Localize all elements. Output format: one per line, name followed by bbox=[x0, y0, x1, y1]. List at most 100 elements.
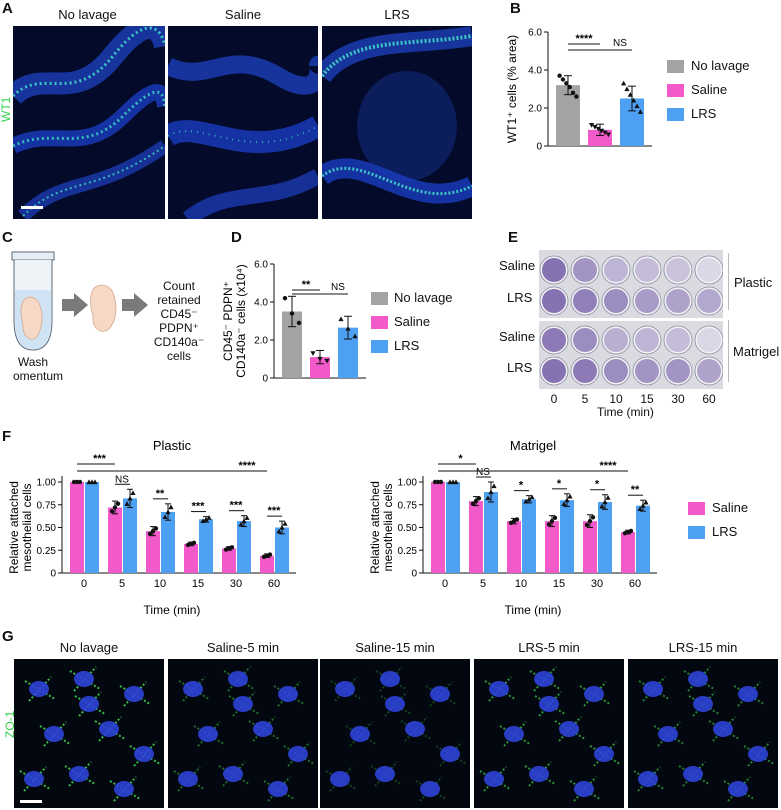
panel-letter-g: G bbox=[2, 628, 14, 645]
x-tick-label: 60 bbox=[629, 578, 641, 590]
legend-swatch-lrs-d bbox=[371, 340, 388, 353]
y-tick-label: 0 bbox=[262, 374, 268, 385]
plate-well-stain bbox=[542, 258, 566, 282]
data-point bbox=[244, 515, 250, 520]
bar-no-lavage bbox=[282, 311, 302, 378]
nucleus bbox=[484, 771, 504, 787]
plate-well bbox=[601, 255, 631, 285]
plate-well-stain bbox=[635, 328, 659, 352]
bar-lrs-10 bbox=[161, 512, 175, 573]
zo1-micrograph-canvas bbox=[320, 659, 470, 808]
count-label-line2: retained bbox=[157, 293, 201, 307]
data-point bbox=[557, 73, 562, 78]
plate-well bbox=[694, 356, 723, 386]
micrograph-no-lavage bbox=[13, 26, 165, 219]
bar-lrs-5 bbox=[123, 498, 137, 573]
data-point bbox=[631, 97, 637, 103]
nucleus bbox=[335, 681, 355, 697]
wash-label-line1: Wash bbox=[17, 355, 49, 369]
plate-time-xlabel: Time (min) bbox=[597, 405, 654, 419]
panel-letter-e: E bbox=[508, 229, 519, 246]
sig-label-1: **** bbox=[575, 33, 593, 45]
data-point bbox=[77, 479, 83, 485]
y-tick-label: 2.0 bbox=[528, 104, 542, 115]
nucleus bbox=[198, 726, 218, 742]
data-point bbox=[206, 515, 212, 520]
y-tick-label: 2.0 bbox=[254, 336, 268, 347]
plate-time-tick-label: 60 bbox=[702, 392, 716, 406]
nucleus bbox=[350, 726, 370, 742]
nucleus bbox=[79, 696, 99, 712]
plate-plastic-bg bbox=[539, 250, 723, 318]
pair-sig-label: * bbox=[595, 479, 600, 491]
data-point bbox=[599, 128, 605, 134]
legend-label-no-lavage-d: No lavage bbox=[394, 290, 453, 305]
nucleus bbox=[489, 681, 509, 697]
y-axis-label: CD45⁻ PDPN⁺ bbox=[222, 281, 235, 361]
top-sig-label-2: **** bbox=[238, 460, 256, 472]
nucleus bbox=[268, 781, 288, 797]
zo1-micrograph-no-lavage bbox=[14, 659, 164, 808]
y-tick-label: 0.75 bbox=[398, 500, 418, 511]
legend-label-saline-d: Saline bbox=[394, 314, 431, 329]
chart-title: Matrigel bbox=[510, 438, 556, 453]
data-point bbox=[599, 503, 605, 509]
y-tick-label: 0.50 bbox=[398, 523, 418, 534]
panel-letter-f: F bbox=[2, 428, 12, 445]
y-tick-label: 0 bbox=[50, 569, 56, 580]
data-point bbox=[602, 130, 608, 136]
data-point bbox=[529, 494, 535, 500]
bar-lrs-10 bbox=[522, 499, 536, 573]
wt1-stain-label: WT1 bbox=[0, 96, 13, 122]
panel-letter-b: B bbox=[510, 0, 521, 17]
count-label-line4: PDPN⁺ bbox=[159, 321, 199, 335]
bar-saline bbox=[588, 129, 612, 146]
nucleus bbox=[253, 721, 273, 737]
bar-saline-30 bbox=[583, 521, 597, 573]
plate-well-stain bbox=[666, 328, 690, 352]
nucleus bbox=[183, 681, 203, 697]
panel-letter-c: C bbox=[2, 229, 13, 246]
data-point bbox=[523, 498, 529, 504]
data-point bbox=[147, 531, 153, 537]
data-point bbox=[153, 526, 159, 531]
count-label-line5: CD140a⁻ bbox=[153, 335, 205, 349]
wash-omentum-label: Wash omentum bbox=[13, 355, 63, 383]
plate-well bbox=[663, 255, 693, 285]
nucleus bbox=[375, 766, 395, 782]
nucleus bbox=[29, 681, 49, 697]
data-point bbox=[124, 501, 130, 506]
image-title-saline: Saline bbox=[224, 7, 262, 22]
data-point bbox=[238, 521, 244, 527]
bar-saline bbox=[310, 357, 330, 378]
micrograph-saline bbox=[168, 26, 318, 219]
data-point bbox=[640, 503, 646, 508]
data-point bbox=[115, 501, 121, 506]
legend-swatch-saline-b bbox=[667, 84, 684, 97]
y-axis-label: mesothelial cells bbox=[20, 483, 34, 571]
plate-group-plastic: Plastic bbox=[734, 275, 773, 290]
bar-saline-15 bbox=[184, 543, 198, 573]
data-point bbox=[229, 545, 235, 550]
data-point bbox=[310, 351, 316, 356]
x-tick-label: 0 bbox=[442, 578, 448, 590]
nucleus bbox=[504, 726, 524, 742]
data-point bbox=[200, 518, 206, 524]
nucleus bbox=[24, 771, 44, 787]
nucleus bbox=[124, 686, 144, 702]
image-title-g-saline-5: Saline-5 min bbox=[206, 640, 280, 655]
plate-well bbox=[694, 286, 723, 316]
data-point bbox=[592, 124, 598, 130]
plate-well-stain bbox=[604, 328, 628, 352]
bar-saline-10 bbox=[146, 531, 160, 573]
crystal-violet-plates bbox=[539, 250, 723, 389]
plate-row-label-lrs-matrigel: LRS bbox=[507, 360, 533, 375]
count-label-line1: Count bbox=[162, 279, 196, 293]
plate-row-label-saline-matrigel: Saline bbox=[499, 329, 536, 344]
data-point bbox=[624, 86, 630, 92]
bar-lrs-30 bbox=[598, 502, 612, 573]
data-point bbox=[289, 311, 295, 316]
nucleus bbox=[658, 726, 678, 742]
x-tick-label: 30 bbox=[591, 578, 603, 590]
data-point bbox=[605, 132, 611, 138]
